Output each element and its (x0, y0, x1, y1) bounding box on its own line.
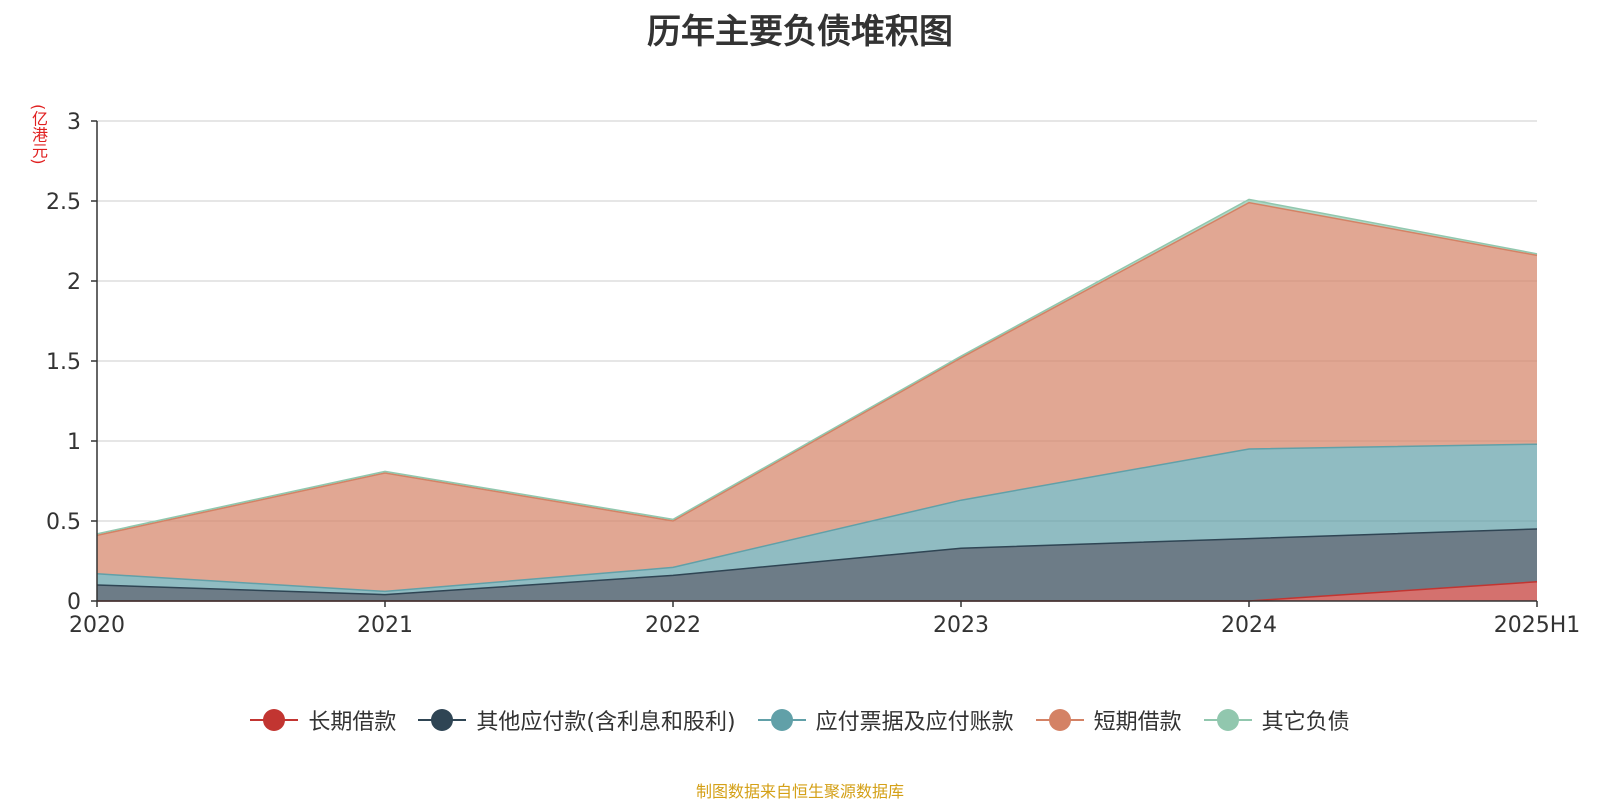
legend-marker-icon (1203, 708, 1252, 732)
legend-marker-icon (418, 708, 467, 732)
legend-item-2[interactable]: 应付票据及应付账款 (757, 704, 1014, 736)
legend-marker-icon (757, 708, 806, 732)
area-3 (97, 202, 1537, 592)
legend-marker-icon (250, 708, 299, 732)
area-line-1 (96, 528, 1538, 596)
y-tick-label-0: 0 (67, 590, 81, 615)
legend-item-3[interactable]: 短期借款 (1035, 704, 1182, 736)
y-tick-label-2: 1 (67, 430, 81, 455)
area-series (97, 199, 1537, 601)
y-tick-label-5: 2.5 (46, 190, 81, 215)
legend-label: 其他应付款(含利息和股利) (476, 710, 736, 735)
y-tick-label-1: 0.5 (46, 510, 81, 535)
x-tick-label-4: 2024 (1221, 613, 1277, 638)
legend-label: 长期借款 (308, 710, 397, 735)
legend-item-1[interactable]: 其他应付款(含利息和股利) (418, 704, 736, 736)
y-axis-unit-label: (亿港元) (29, 104, 48, 165)
x-tick-label-3: 2023 (933, 613, 989, 638)
data-source-note: 制图数据来自恒生聚源数据库 (695, 782, 904, 801)
x-tick-label-0: 2020 (69, 613, 125, 638)
area-line-3 (96, 201, 1538, 537)
legend-label: 其它负债 (1261, 710, 1350, 735)
axes (91, 120, 1538, 607)
y-tick-label-4: 2 (67, 270, 81, 295)
legend-marker-icon (1035, 708, 1084, 732)
area-0 (97, 581, 1537, 601)
area-line-2 (96, 443, 1538, 593)
area-line-4 (96, 198, 1538, 535)
chart-title: 历年主要负债堆积图 (647, 12, 953, 52)
legend-item-0[interactable]: 长期借款 (250, 704, 396, 736)
tick-labels: 0 0.5 1 1.5 2 2.5 3 2020 2021 2022 2023 2024 2025H1 (46, 110, 1580, 638)
y-tick-label-6: 3 (67, 110, 81, 135)
area-1 (97, 529, 1537, 601)
legend-label: 短期借款 (1093, 710, 1182, 735)
legend-item-4[interactable]: 其它负债 (1203, 704, 1350, 736)
legend-label: 应付票据及应付账款 (815, 710, 1014, 735)
y-tick-label-3: 1.5 (46, 350, 81, 375)
legend: 长期借款 其他应付款(含利息和股利) 应付票据及应付账款 短期借款 其它负债 (0, 704, 1600, 736)
x-tick-label-5: 2025H1 (1494, 613, 1581, 638)
x-tick-label-1: 2021 (357, 613, 413, 638)
x-tick-label-2: 2022 (645, 613, 701, 638)
area-2 (97, 444, 1537, 595)
